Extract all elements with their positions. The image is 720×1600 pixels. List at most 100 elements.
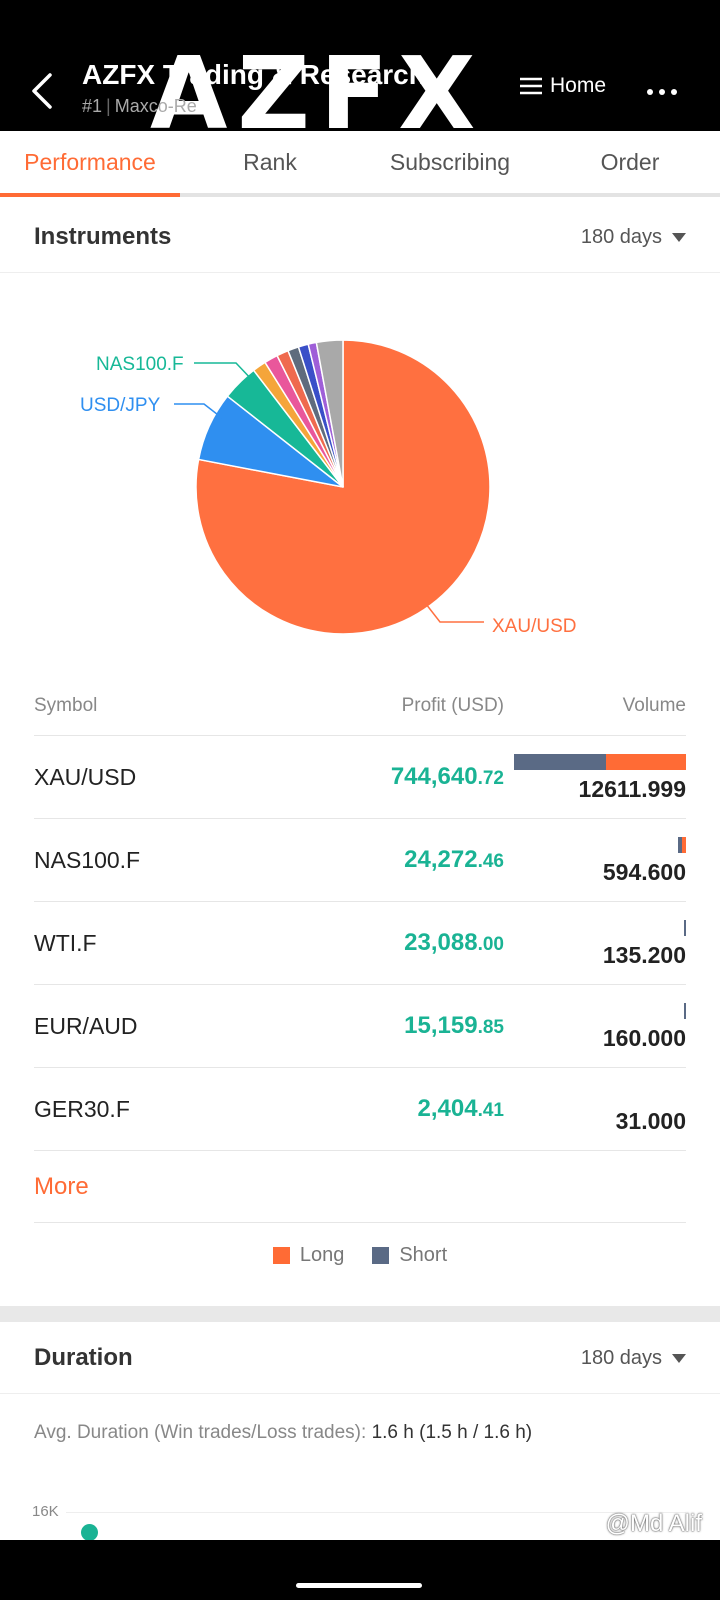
pie-label-usdjpy: USD/JPY — [80, 395, 161, 416]
credit-watermark: @Md Alif — [605, 1510, 702, 1537]
duration-title: Duration — [34, 1344, 133, 1371]
legend-long: Long — [272, 1244, 344, 1267]
volume-value: 12611.999 — [578, 776, 686, 802]
section-divider — [0, 1306, 720, 1322]
tab-bar: Performance Rank Subscribing Order — [0, 131, 720, 197]
symbol-cell: WTI.F — [34, 929, 97, 956]
short-swatch — [372, 1247, 390, 1264]
page-subtitle: #1 | Maxco-Re — [82, 96, 426, 117]
short-segment — [684, 1003, 686, 1019]
profit-int: 2,404 — [417, 1095, 478, 1122]
volume-bar — [684, 1003, 686, 1019]
column-symbol: Symbol — [34, 694, 98, 716]
symbol-cell: EUR/AUD — [34, 1012, 138, 1039]
tab-rank[interactable]: Rank — [243, 148, 297, 175]
volume-value: 594.600 — [602, 859, 686, 885]
symbol-cell: GER30.F — [34, 1095, 130, 1122]
column-profit: Profit (USD) — [401, 694, 504, 716]
legend-short-label: Short — [399, 1244, 448, 1266]
profit-dec: .41 — [477, 1100, 504, 1121]
leader-line-usdjpy — [174, 403, 223, 419]
short-segment — [514, 754, 606, 770]
table-header: Symbol Profit (USD) Volume — [34, 676, 686, 736]
legend-short: Short — [372, 1244, 447, 1267]
profit-cell: 15,159.85 — [264, 1012, 504, 1040]
tab-performance[interactable]: Performance — [0, 131, 180, 197]
back-button[interactable] — [22, 68, 62, 114]
tab-order[interactable]: Order — [600, 148, 660, 175]
profit-dec: .85 — [477, 1017, 504, 1038]
avg-duration: Avg. Duration (Win trades/Loss trades): … — [34, 1422, 532, 1444]
long-segment — [682, 837, 686, 853]
system-nav-bar — [0, 1540, 720, 1600]
avg-duration-value: 1.6 h (1.5 h / 1.6 h) — [371, 1422, 533, 1443]
home-handle[interactable] — [296, 1583, 422, 1588]
profit-int: 15,159 — [404, 1012, 478, 1039]
caret-down-icon — [672, 1354, 686, 1363]
volume-cell: 160.000 — [504, 985, 686, 1067]
leader-line-nas — [194, 362, 255, 383]
table-row[interactable]: WTI.F 23,088.00 135.200 — [34, 902, 686, 985]
y-axis-tick: 16K — [32, 1503, 59, 1520]
separator: | — [106, 96, 111, 116]
short-segment — [684, 920, 686, 936]
home-button[interactable]: Home — [518, 74, 606, 98]
profit-cell: 24,272.46 — [264, 846, 504, 874]
profit-dec: .00 — [477, 934, 504, 955]
instruments-title: Instruments — [34, 223, 172, 250]
rank-label: #1 — [82, 96, 103, 116]
volume-cell: 31.000 — [504, 1068, 686, 1150]
volume-cell: 135.200 — [504, 902, 686, 984]
chevron-left-icon — [32, 73, 52, 109]
instruments-range-dropdown[interactable]: 180 days — [581, 226, 686, 249]
table-row[interactable]: NAS100.F 24,272.46 594.600 — [34, 819, 686, 902]
range-label: 180 days — [580, 1347, 662, 1369]
table-row[interactable]: GER30.F 2,404.41 31.000 — [34, 1068, 686, 1151]
short-segment — [678, 837, 682, 853]
instruments-pie-chart: NAS100.F USD/JPY XAU/USD — [0, 320, 720, 660]
caret-down-icon — [672, 233, 686, 242]
volume-bar — [684, 920, 686, 936]
profit-int: 24,272 — [404, 846, 478, 873]
pie-label-nas: NAS100.F — [96, 354, 184, 375]
table-row[interactable]: XAU/USD 744,640.72 12611.999 — [34, 736, 686, 819]
symbol-cell: NAS100.F — [34, 846, 141, 873]
volume-cell: 12611.999 — [504, 736, 686, 818]
more-row: More — [34, 1151, 686, 1223]
author-label: Maxco-Re — [114, 96, 197, 116]
long-swatch — [272, 1247, 290, 1264]
dot-icon — [659, 89, 665, 95]
profit-cell: 744,640.72 — [264, 763, 504, 791]
more-link[interactable]: More — [34, 1172, 89, 1200]
volume-value: 31.000 — [615, 1108, 686, 1134]
profit-cell: 23,088.00 — [264, 929, 504, 957]
instruments-header: Instruments 180 days — [0, 201, 720, 273]
volume-value: 135.200 — [602, 942, 686, 968]
more-options-button[interactable] — [642, 78, 682, 106]
profit-int: 23,088 — [404, 929, 478, 956]
instruments-table: Symbol Profit (USD) Volume XAU/USD 744,6… — [34, 676, 686, 1223]
duration-range-dropdown[interactable]: 180 days — [581, 1347, 686, 1370]
pie-svg: NAS100.F USD/JPY XAU/USD — [80, 339, 576, 637]
volume-cell: 594.600 — [504, 819, 686, 901]
profit-cell: 2,404.41 — [264, 1095, 504, 1123]
volume-value: 160.000 — [602, 1025, 686, 1051]
app-bar: AZFX AZFX Trading & Research #1 | Maxco-Re… — [0, 0, 720, 131]
volume-legend: Long Short — [0, 1244, 720, 1267]
volume-bar — [678, 837, 686, 853]
grid-line — [66, 1512, 686, 1513]
long-segment — [606, 754, 686, 770]
table-row[interactable]: EUR/AUD 15,159.85 160.000 — [34, 985, 686, 1068]
profit-int: 744,640 — [390, 763, 478, 790]
pie-slice-other-9[interactable] — [315, 339, 344, 488]
header-titles: AZFX Trading & Research #1 | Maxco-Re — [82, 58, 426, 117]
profit-dec: .72 — [477, 768, 504, 789]
avg-duration-label: Avg. Duration (Win trades/Loss trades): — [34, 1422, 367, 1443]
data-point — [81, 1524, 98, 1541]
menu-icon — [520, 77, 542, 95]
dot-icon — [647, 89, 653, 95]
page-title: AZFX Trading & Research — [82, 59, 426, 90]
duration-header: Duration 180 days — [0, 1322, 720, 1394]
range-label: 180 days — [580, 226, 662, 248]
tab-subscribing[interactable]: Subscribing — [389, 148, 511, 175]
